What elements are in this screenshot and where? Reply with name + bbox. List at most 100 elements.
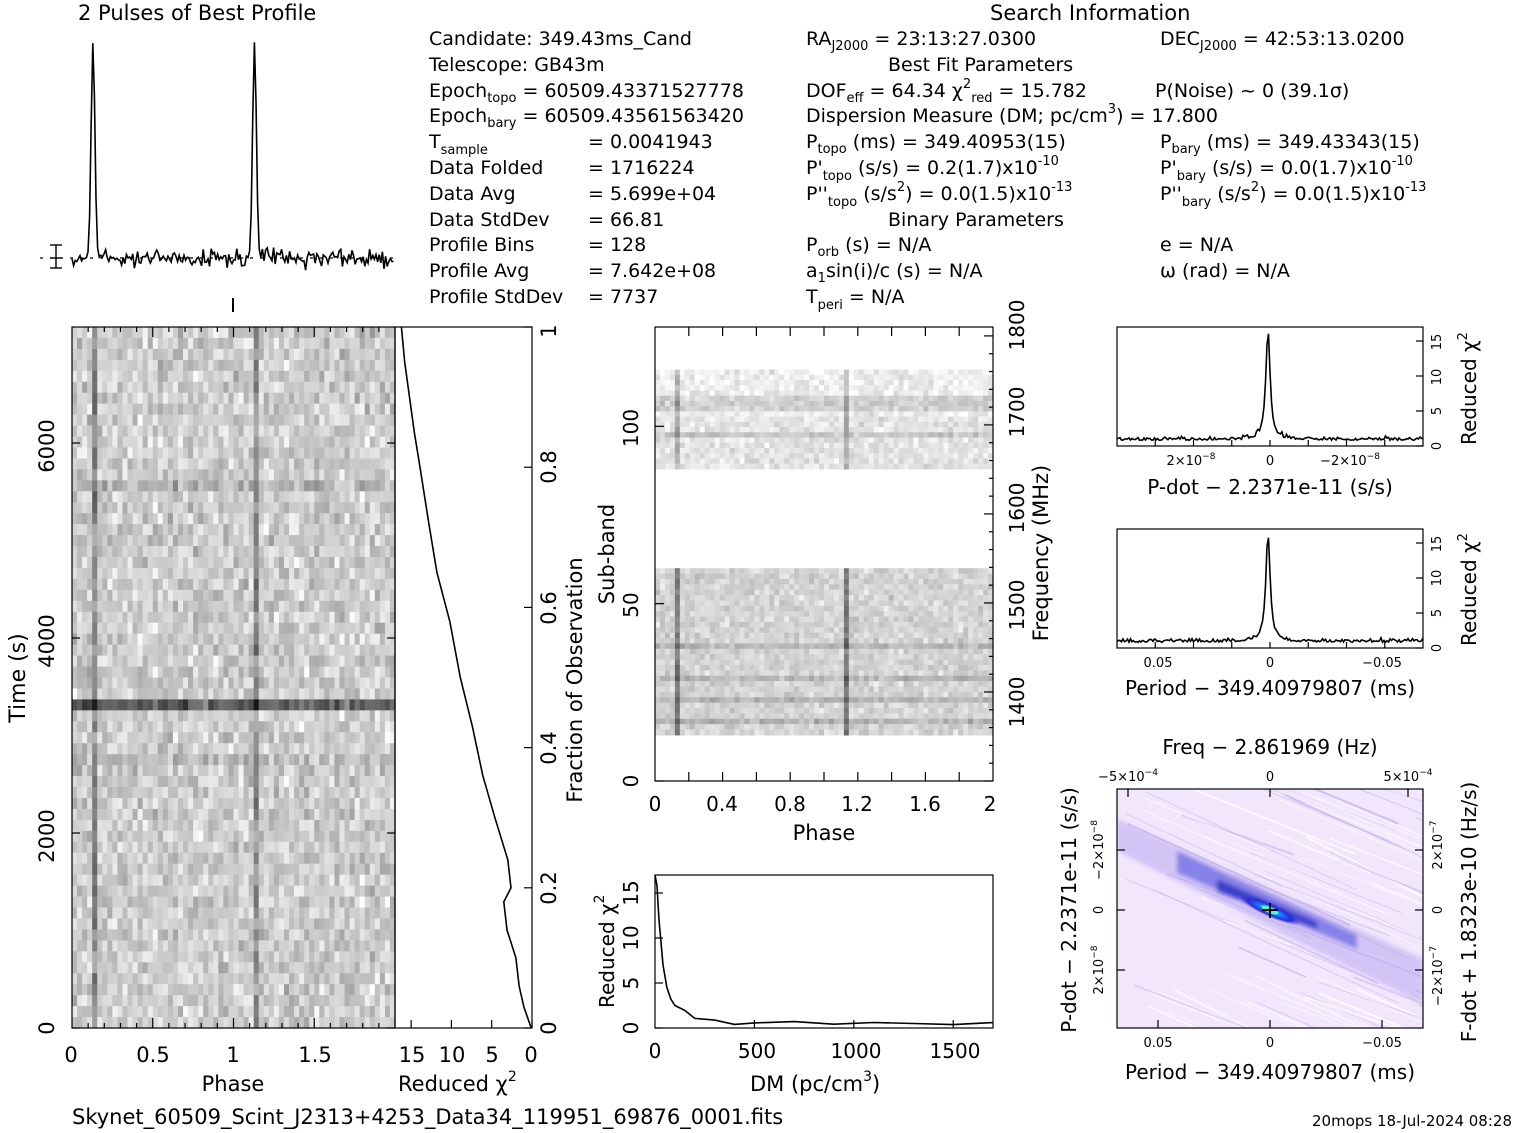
sb-cell: [908, 385, 915, 392]
tp-cell: [132, 808, 139, 821]
tp-cell: [193, 732, 199, 744]
tp-cell: [294, 480, 300, 492]
tp-cell: [339, 765, 346, 777]
tp-cell: [334, 337, 341, 350]
tp-cell: [268, 907, 275, 920]
tp-cell: [344, 458, 351, 470]
sb-cell: [828, 385, 835, 392]
tp-cell: [203, 557, 209, 569]
tp-cell: [334, 491, 341, 503]
sb-cell: [655, 385, 661, 392]
tp-cell: [253, 797, 260, 810]
tp-cell: [137, 1017, 144, 1029]
tp-cell: [309, 885, 315, 898]
tp-cell: [112, 644, 119, 657]
tp-cell: [384, 830, 391, 843]
sb-cell: [784, 416, 790, 423]
sb-cell: [928, 406, 934, 412]
tp-cell: [369, 776, 376, 788]
tp-cell: [289, 513, 295, 525]
tp-cell: [324, 984, 330, 996]
tp-cell: [223, 841, 230, 854]
tp-cell: [354, 918, 361, 931]
tp-cell: [172, 502, 179, 514]
tp-cell: [97, 797, 103, 810]
tp-cell: [172, 797, 179, 810]
tp-cell: [273, 1017, 280, 1029]
tp-cell: [127, 776, 134, 788]
tp-cell: [268, 535, 275, 547]
tp-cell: [289, 885, 295, 898]
tp-cell: [329, 743, 336, 755]
tp-cell: [349, 524, 356, 536]
tp-cell: [319, 622, 325, 635]
tp-cell: [198, 907, 204, 920]
tp-cell: [87, 688, 93, 700]
tp-cell: [167, 655, 174, 668]
tp-cell: [243, 973, 250, 985]
tp-cell: [117, 688, 124, 700]
tp-cell: [137, 940, 144, 952]
tp-cell: [218, 348, 225, 361]
profile-panel: [40, 42, 395, 312]
tp-cell: [248, 808, 255, 821]
tp-cell: [364, 918, 371, 931]
tp-cell: [263, 743, 270, 755]
tp-cell: [117, 808, 124, 821]
tp-cell: [324, 819, 330, 832]
sb-cell: [928, 411, 934, 418]
tp-cell: [349, 677, 356, 690]
tp-cell: [248, 546, 255, 558]
sb-cell: [694, 395, 701, 402]
tp-cell: [309, 567, 315, 580]
tp-cell: [152, 535, 159, 547]
tp-cell: [188, 940, 194, 952]
tp-cell: [248, 907, 255, 920]
tp-cell: [309, 765, 315, 777]
tp-cell: [354, 874, 361, 887]
sb-cell: [709, 395, 716, 402]
tp-cell: [122, 743, 129, 755]
tp-cell: [97, 403, 103, 416]
tp-cell: [233, 337, 240, 350]
tp-cell: [193, 611, 199, 624]
tp-cell: [117, 918, 124, 931]
tp-cell: [198, 819, 204, 832]
tp-cell: [248, 557, 255, 569]
tp-cell: [107, 447, 113, 460]
tp-cell: [248, 392, 255, 405]
sb-cell: [918, 421, 925, 428]
tp-cell: [248, 370, 255, 383]
tp-cell: [309, 458, 315, 470]
tp-cell: [289, 973, 295, 985]
tp-cell: [183, 524, 189, 536]
tp-cell: [72, 732, 78, 744]
tp-cell: [203, 797, 209, 810]
tp-cell: [208, 392, 214, 405]
tp-cell: [354, 458, 361, 470]
tp-cell: [233, 721, 240, 733]
tp-cell: [177, 874, 184, 887]
tp-cell: [72, 841, 78, 854]
sb-cell: [669, 385, 676, 392]
sb-cell: [684, 374, 691, 381]
tp-cell: [334, 797, 341, 810]
tp-cell: [273, 491, 280, 503]
tp-cell: [339, 1006, 346, 1018]
sb-cell: [659, 400, 666, 407]
tp-cell: [188, 885, 194, 898]
sb-cell: [983, 400, 989, 407]
dm-line: Dispersion Measure (DM; pc/cm3) = 17.800: [806, 102, 1218, 127]
tp-cell: [152, 403, 159, 416]
sb-cell: [958, 421, 964, 428]
tp-cell: [294, 929, 300, 941]
tp-cell: [329, 546, 336, 558]
tp-cell: [283, 491, 290, 503]
tp-cell: [198, 776, 204, 788]
tp-cell: [183, 655, 189, 668]
tp-cell: [157, 863, 164, 876]
tp-cell: [379, 578, 386, 591]
tp-cell: [324, 896, 330, 909]
tp-cell: [384, 458, 391, 470]
tp-cell: [258, 622, 265, 635]
